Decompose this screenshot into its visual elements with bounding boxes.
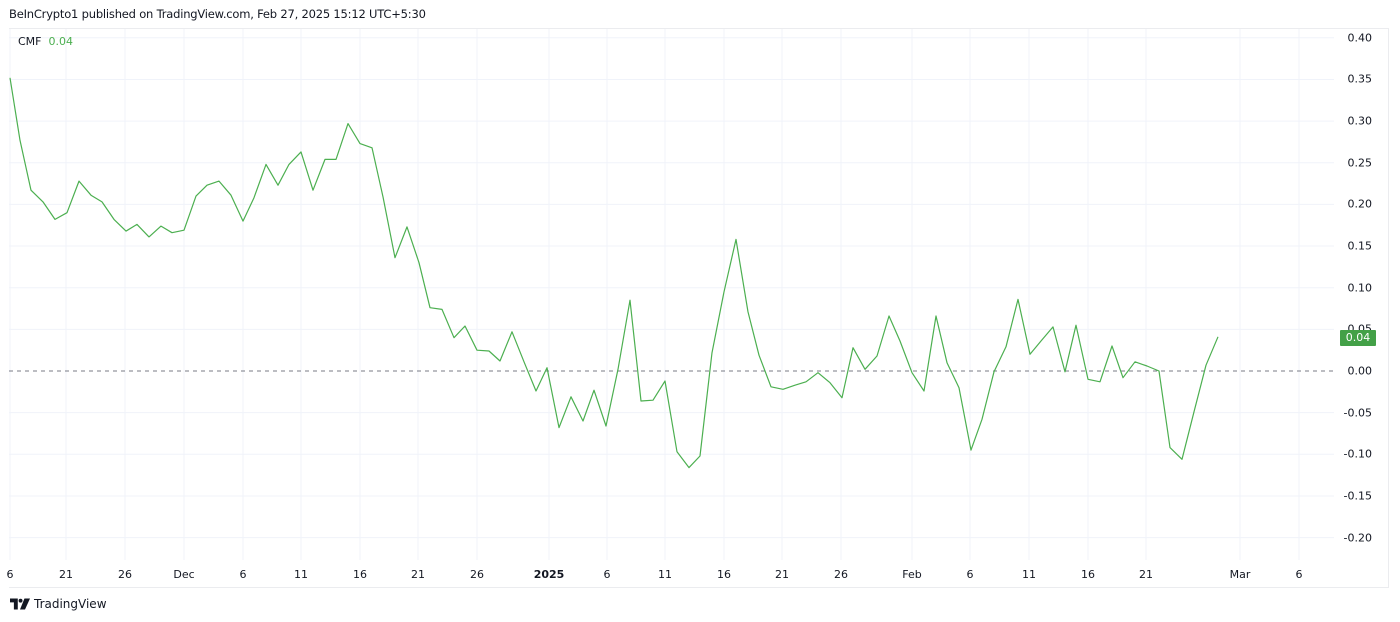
grid-lines [9,29,1334,560]
x-tick-label: 26 [118,568,132,581]
x-tick-label: 6 [239,568,247,581]
indicator-name: CMF [18,35,42,48]
x-tick-label: Mar [1229,568,1251,581]
y-tick-label: -0.10 [1343,447,1372,461]
y-tick-label: 0.20 [1347,197,1373,211]
x-tick-label: 11 [1022,568,1036,581]
chart-pane[interactable] [9,28,1389,588]
y-tick-label: 0.25 [1347,156,1373,170]
x-tick-label: 11 [294,568,308,581]
x-tick-label: 16 [1081,568,1095,581]
x-tick-label: Dec [173,568,195,581]
x-tick-label: 2025 [533,568,565,581]
y-tick-label: 0.35 [1347,72,1373,86]
x-tick-label: Feb [902,568,922,581]
y-tick-label: 0.00 [1347,364,1373,378]
y-tick-label: 0.30 [1347,114,1373,128]
y-tick-label: -0.05 [1343,406,1372,420]
tradingview-brand[interactable]: TradingView [10,597,107,611]
x-tick-label: 6 [966,568,974,581]
x-tick-label: 21 [411,568,425,581]
x-tick-label: 6 [6,568,14,581]
indicator-value: 0.04 [48,35,74,48]
y-tick-label: 0.10 [1347,281,1373,295]
y-tick-label: -0.15 [1343,489,1372,503]
x-tick-label: 21 [59,568,73,581]
y-tick-label: 0.40 [1347,31,1373,45]
cmf-line [9,77,1219,469]
y-tick-label: 0.15 [1347,239,1373,253]
x-tick-label: 21 [1139,568,1153,581]
y-tick-label: -0.20 [1343,531,1372,545]
x-tick-label: 26 [470,568,484,581]
x-tick-label: 11 [658,568,672,581]
indicator-legend[interactable]: CMF 0.04 [18,35,73,48]
x-tick-label: 16 [353,568,367,581]
last-value-tag: 0.04 [1340,330,1376,346]
x-tick-label: 26 [834,568,848,581]
x-tick-label: 6 [1295,568,1303,581]
x-tick-label: 16 [717,568,731,581]
tradingview-logo-icon [10,598,30,610]
brand-name: TradingView [34,597,107,611]
x-tick-label: 21 [775,568,789,581]
x-tick-label: 6 [603,568,611,581]
publish-attribution: BeInCrypto1 published on TradingView.com… [9,7,426,21]
